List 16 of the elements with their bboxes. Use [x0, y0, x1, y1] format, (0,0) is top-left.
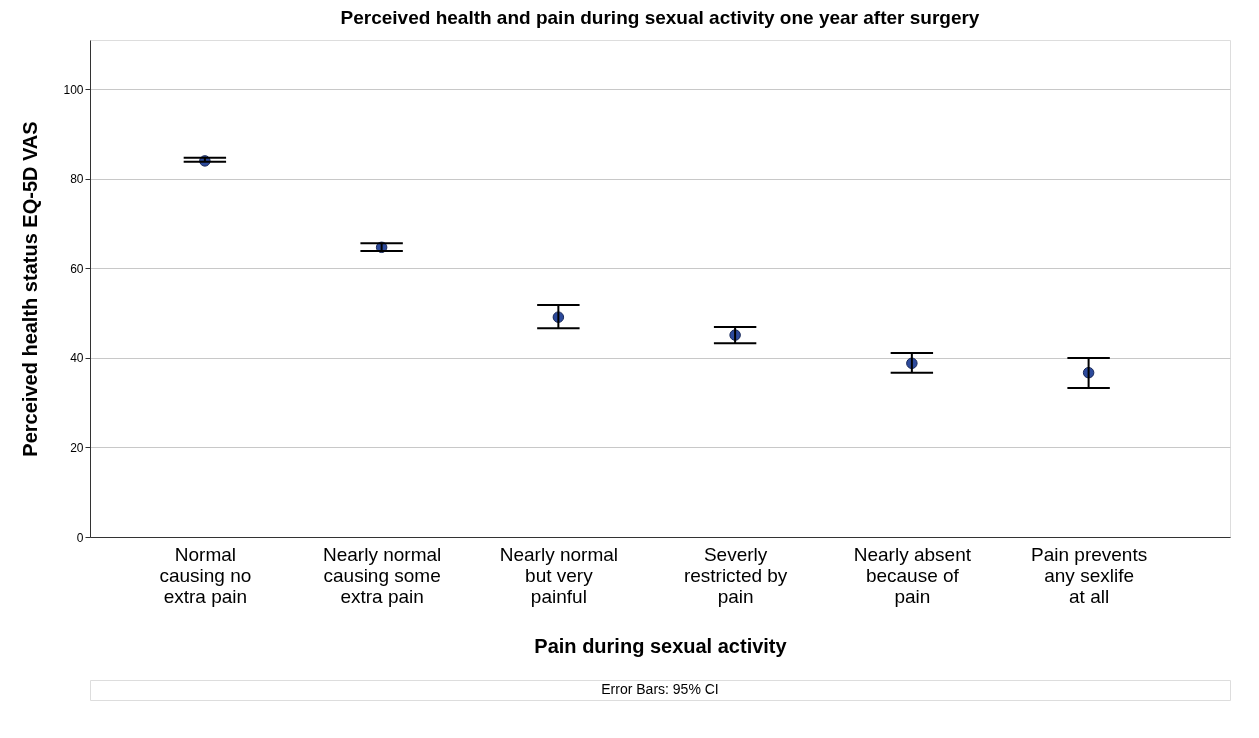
y-tick-label: 80	[70, 172, 84, 187]
x-tick-label: Nearly absent because of pain	[853, 543, 972, 607]
y-tick-label: 40	[70, 351, 84, 366]
x-tick-label: Nearly normal but very painful	[499, 543, 618, 607]
y-tick-label: 20	[70, 440, 84, 455]
text: Error Bars: 95% CI	[601, 681, 719, 697]
x-tick-label: Pain prevents any sexlife at all	[1031, 543, 1148, 607]
y-tick-label: 60	[70, 261, 84, 276]
x-tick-label: Severly restricted by pain	[683, 543, 788, 607]
chart-title: Perceived health and pain during sexual activity one year after surgery	[340, 7, 980, 28]
x-tick-label: Normal causing no extra pain	[159, 543, 252, 607]
y-tick-label: 0	[76, 530, 84, 545]
x-tick-label: Nearly normal causing some extra pain	[323, 543, 442, 607]
y-tick-label: 100	[63, 82, 84, 97]
y-axis-title: Perceived health status EQ-5D VAS	[19, 121, 42, 457]
x-axis-title: Pain during sexual activity	[534, 634, 788, 657]
